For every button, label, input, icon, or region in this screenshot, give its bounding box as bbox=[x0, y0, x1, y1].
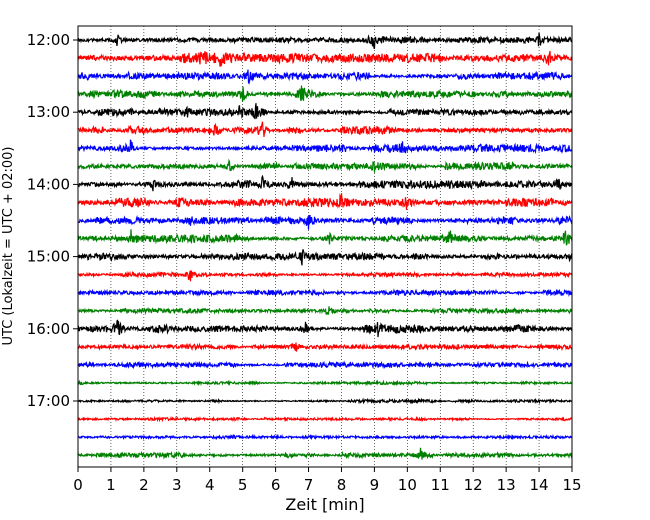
x-tick-label: 2 bbox=[139, 476, 149, 494]
x-tick-label: 5 bbox=[238, 476, 248, 494]
trace-1600 bbox=[77, 319, 573, 338]
trace-1245 bbox=[77, 85, 573, 102]
trace-1545 bbox=[77, 306, 573, 316]
y-axis-label: UTC (Lokalzeit = UTC + 02:00) bbox=[1, 147, 16, 346]
trace-1300 bbox=[77, 103, 573, 120]
x-tick-label: 9 bbox=[370, 476, 380, 494]
trace-1715 bbox=[77, 415, 573, 423]
trace-1445 bbox=[77, 229, 573, 246]
trace-1530 bbox=[77, 288, 573, 298]
x-tick-label: 0 bbox=[73, 476, 83, 494]
seismic-traces bbox=[77, 32, 573, 460]
x-tick-label: 4 bbox=[205, 476, 215, 494]
trace-1515 bbox=[77, 269, 573, 282]
x-tick-label: 10 bbox=[398, 476, 417, 494]
trace-1500 bbox=[77, 249, 573, 266]
x-axis-label: Zeit [min] bbox=[285, 495, 364, 514]
x-tick-label: 14 bbox=[530, 476, 549, 494]
trace-1215 bbox=[77, 50, 573, 67]
y-tick-label: 13:00 bbox=[27, 103, 70, 121]
trace-1645 bbox=[77, 379, 573, 387]
x-tick-label: 8 bbox=[337, 476, 347, 494]
x-tick-label: 13 bbox=[497, 476, 516, 494]
y-tick-label: 14:00 bbox=[27, 175, 70, 193]
x-tick-label: 1 bbox=[106, 476, 116, 494]
x-tick-label: 11 bbox=[431, 476, 450, 494]
plot-frame bbox=[77, 25, 573, 468]
trace-1615 bbox=[77, 342, 573, 352]
trace-1200 bbox=[77, 32, 573, 50]
trace-1230 bbox=[77, 69, 573, 85]
trace-1415 bbox=[77, 193, 573, 210]
trace-1345 bbox=[77, 158, 573, 173]
trace-1400 bbox=[77, 174, 573, 192]
x-axis-ticks: 0 1 2 3 4 5 6 7 8 9 10 11 12 13 14 15 bbox=[73, 467, 582, 494]
trace-1730 bbox=[77, 433, 573, 441]
x-tick-label: 15 bbox=[562, 476, 581, 494]
trace-1430 bbox=[77, 214, 573, 230]
x-tick-label: 6 bbox=[271, 476, 281, 494]
y-tick-label: 17:00 bbox=[27, 392, 70, 410]
y-tick-label: 15:00 bbox=[27, 248, 70, 266]
x-tick-label: 12 bbox=[464, 476, 483, 494]
y-tick-label: 16:00 bbox=[27, 320, 70, 338]
trace-1700 bbox=[77, 397, 573, 405]
trace-1630 bbox=[77, 360, 573, 370]
x-tick-label: 3 bbox=[172, 476, 182, 494]
y-axis-ticks: 12:00 13:00 14:00 15:00 16:00 17:00 bbox=[27, 31, 78, 410]
trace-1745 bbox=[77, 447, 573, 460]
y-tick-label: 12:00 bbox=[27, 31, 70, 49]
trace-1315 bbox=[77, 121, 573, 137]
x-tick-label: 7 bbox=[304, 476, 314, 494]
trace-1330 bbox=[77, 139, 573, 155]
